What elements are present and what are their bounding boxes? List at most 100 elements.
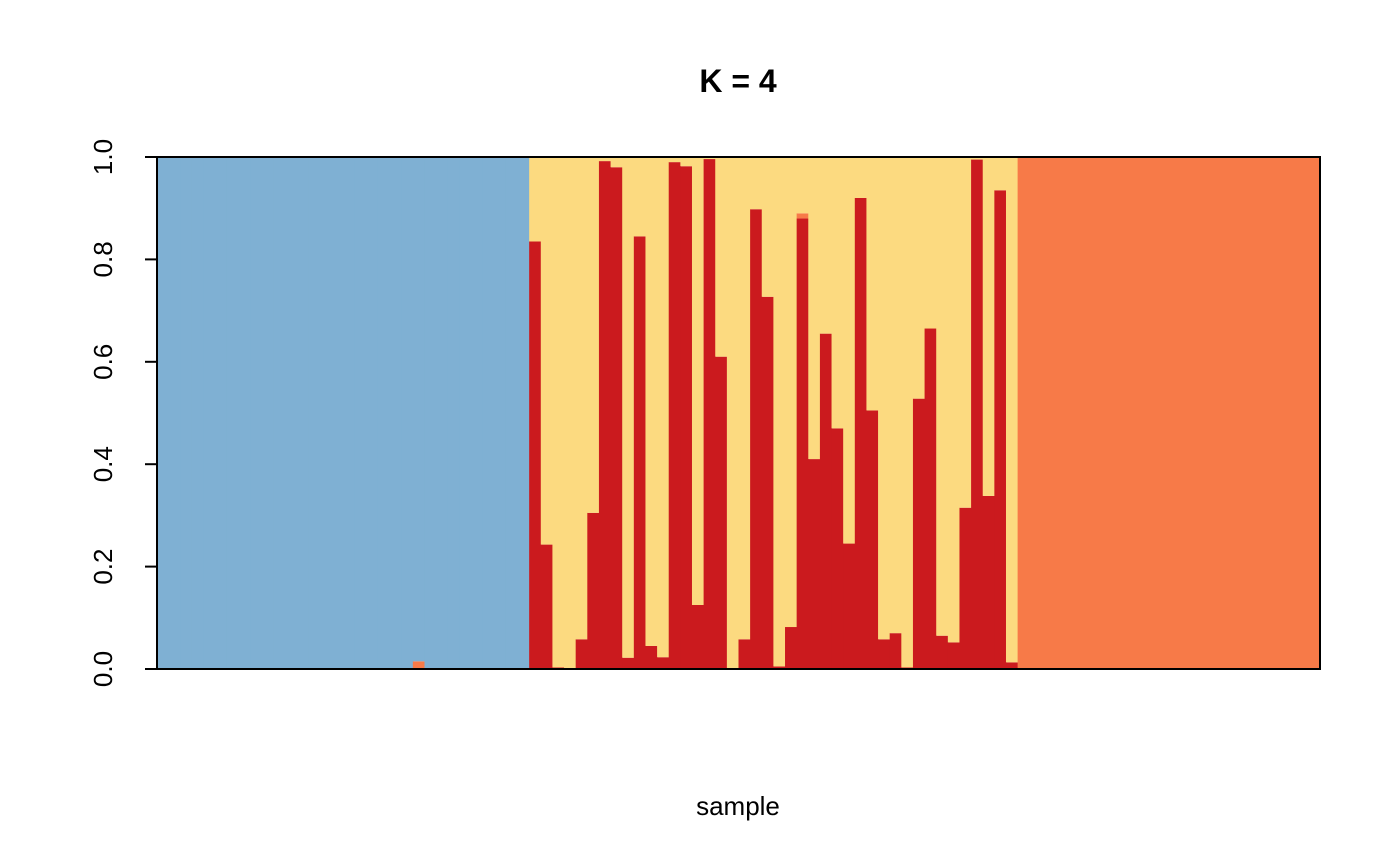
- sample-bar-yellow: [610, 157, 623, 168]
- y-tick-label: 0.8: [88, 241, 118, 277]
- sample-bar-yellow: [622, 157, 635, 658]
- sample-bar-yellow: [529, 157, 542, 242]
- sample-bar-red: [808, 459, 821, 669]
- sample-bar: [180, 157, 193, 669]
- sample-bar: [377, 157, 391, 669]
- sample-bar: [424, 157, 437, 669]
- sample-bar: [1122, 157, 1135, 669]
- sample-bar: [482, 157, 495, 669]
- sample-bar: [1029, 157, 1042, 669]
- sample-bar: [1064, 157, 1077, 669]
- sample-bar: [1238, 157, 1251, 669]
- sample-bar: [191, 157, 205, 669]
- sample-bar: [1226, 157, 1240, 669]
- sample-bar-red: [750, 209, 763, 669]
- sample-bar-red: [785, 627, 798, 669]
- sample-bar-yellow: [715, 157, 728, 357]
- sample-bar: [1215, 157, 1228, 669]
- sample-bar-yellow: [575, 157, 588, 640]
- sample-bar-yellow: [971, 157, 984, 160]
- sample-bar: [168, 157, 181, 669]
- sample-bar-yellow: [831, 157, 844, 429]
- sample-bar: [1133, 157, 1147, 669]
- sample-bar: [1250, 157, 1263, 669]
- sample-bar-red: [912, 398, 926, 669]
- sample-bar: [412, 157, 426, 662]
- sample-bar: [389, 157, 402, 669]
- sample-bar-yellow: [982, 157, 995, 496]
- sample-bar: [250, 157, 263, 669]
- sample-bar-yellow: [796, 157, 809, 214]
- sample-bar-red: [831, 428, 844, 669]
- y-tick-label: 0.6: [88, 344, 118, 380]
- sample-bar: [1040, 157, 1054, 669]
- sample-bar-yellow: [994, 157, 1007, 191]
- sample-bar-yellow: [691, 157, 705, 605]
- sample-bar-red: [936, 635, 949, 669]
- sample-bar: [366, 157, 379, 669]
- sample-bar-yellow: [878, 157, 891, 640]
- sample-bar-red: [633, 236, 647, 670]
- sample-bar-yellow: [936, 157, 949, 636]
- sample-bar: [505, 157, 519, 669]
- y-tick-label: 1.0: [88, 139, 118, 175]
- sample-bar-yellow: [645, 157, 658, 646]
- sample-bar: [1075, 157, 1088, 669]
- sample-bar-red: [982, 495, 995, 669]
- sample-bar-yellow: [668, 157, 681, 163]
- sample-bar-red: [587, 512, 600, 669]
- sample-bar: [354, 157, 367, 669]
- sample-bar-red: [819, 333, 833, 669]
- sample-bar-red: [889, 633, 902, 669]
- sample-bar: [436, 157, 449, 669]
- sample-bar: [517, 157, 530, 669]
- sample-bar-red: [924, 328, 937, 669]
- sample-bar-red: [575, 639, 588, 669]
- sample-bar: [1110, 157, 1123, 669]
- sample-bar-yellow: [633, 157, 647, 237]
- sample-bar-yellow: [540, 157, 554, 545]
- sample-bar-yellow: [924, 157, 937, 329]
- sample-bar: [157, 157, 170, 669]
- sample-bar: [1273, 157, 1286, 669]
- sample-bar-yellow: [808, 157, 821, 460]
- sample-bar: [1308, 157, 1321, 669]
- chart-title: K = 4: [699, 63, 777, 99]
- sample-bar: [238, 157, 251, 669]
- sample-bar: [1017, 157, 1030, 669]
- sample-bar-red: [959, 507, 972, 669]
- sample-bar: [215, 157, 228, 669]
- sample-bar: [1296, 157, 1309, 669]
- sample-bar: [1099, 157, 1112, 669]
- sample-bar-red: [854, 197, 868, 669]
- sample-bar-red: [703, 159, 716, 670]
- sample-bar-yellow: [947, 157, 961, 643]
- sample-bar: [1157, 157, 1170, 669]
- sample-bar-yellow: [843, 157, 856, 544]
- sample-bar: [1168, 157, 1182, 669]
- sample-bar: [273, 157, 286, 669]
- sample-bar-red: [994, 190, 1007, 669]
- y-tick-label: 0.4: [88, 446, 118, 482]
- sample-bar-red: [715, 356, 728, 669]
- sample-bar: [226, 157, 240, 669]
- sample-bar: [343, 157, 356, 669]
- sample-bar-yellow: [773, 157, 786, 667]
- sample-bar-yellow: [657, 157, 670, 658]
- sample-bar-yellow: [912, 157, 926, 399]
- sample-bar-red: [761, 296, 774, 669]
- sample-bar: [494, 157, 507, 669]
- sample-bar: [284, 157, 298, 669]
- sample-bar-red: [610, 167, 623, 670]
- sample-bar-yellow: [750, 157, 763, 210]
- sample-bar-red: [796, 218, 809, 669]
- sample-bar-red: [738, 639, 751, 669]
- sample-bar: [261, 157, 274, 669]
- sample-bar-yellow: [866, 157, 879, 411]
- sample-bar-yellow: [854, 157, 868, 198]
- sample-bar-yellow: [680, 157, 693, 167]
- sample-bar-yellow: [901, 157, 914, 668]
- sample-bar: [296, 157, 309, 669]
- x-axis-label: sample: [696, 791, 780, 821]
- sample-bar-red: [529, 241, 542, 670]
